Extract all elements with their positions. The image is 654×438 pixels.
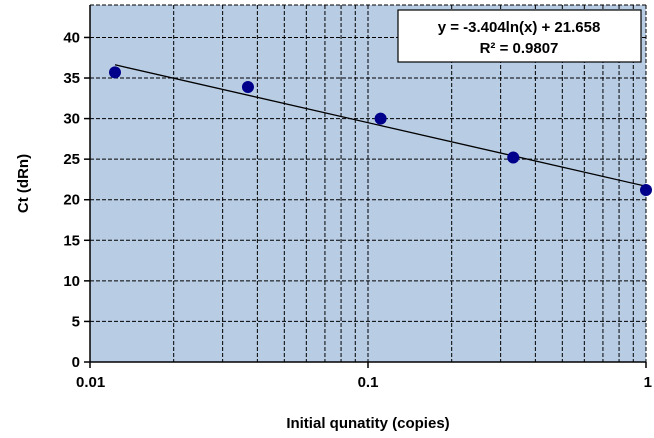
trendline-equation: y = -3.404ln(x) + 21.658 bbox=[438, 19, 601, 36]
data-point bbox=[241, 80, 254, 93]
y-tick-label: 25 bbox=[63, 151, 80, 168]
y-tick-label: 30 bbox=[63, 111, 80, 128]
y-axis-title: Ct (dRn) bbox=[15, 154, 32, 213]
y-tick-label: 5 bbox=[72, 313, 80, 330]
y-tick-label: 10 bbox=[63, 273, 80, 290]
y-tick-label: 20 bbox=[63, 192, 80, 209]
x-tick-label: 1 bbox=[644, 374, 652, 391]
trendline-layer bbox=[114, 64, 647, 187]
data-point bbox=[640, 183, 652, 196]
x-tick-label: 0.1 bbox=[358, 374, 379, 391]
y-tick-label: 0 bbox=[72, 354, 80, 371]
tick-labels: 0 5 10 15 20 25 30 35 40 0.01 0.1 1 bbox=[63, 29, 652, 391]
y-tick-label: 15 bbox=[63, 232, 80, 249]
trendline bbox=[114, 64, 647, 187]
data-point bbox=[374, 112, 387, 125]
axes bbox=[84, 5, 647, 368]
x-axis-title: Initial qunatity (copies) bbox=[286, 415, 449, 432]
y-tick-label: 35 bbox=[63, 70, 80, 87]
r-squared: R² = 0.9807 bbox=[480, 40, 559, 57]
data-point bbox=[507, 151, 520, 164]
x-tick-label: 0.01 bbox=[76, 374, 105, 391]
data-points bbox=[108, 66, 652, 196]
equation-box: y = -3.404ln(x) + 21.658 R² = 0.9807 bbox=[397, 9, 642, 63]
data-point bbox=[108, 66, 121, 79]
equation-box-frame bbox=[397, 9, 642, 63]
y-tick-label: 40 bbox=[63, 29, 80, 46]
